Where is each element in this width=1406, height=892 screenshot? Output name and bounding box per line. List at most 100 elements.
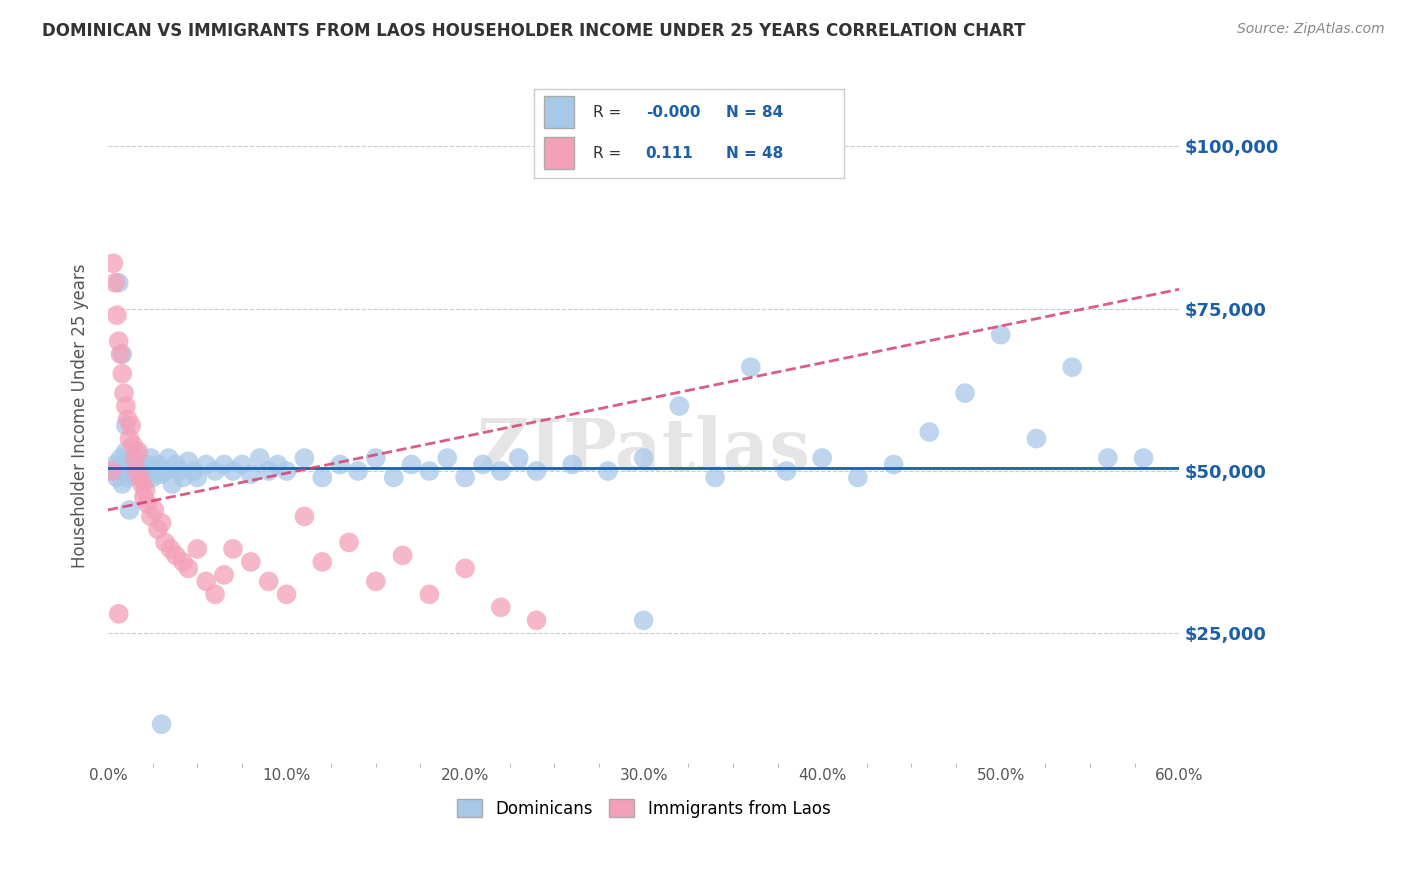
Point xyxy=(311,555,333,569)
Point xyxy=(177,454,200,468)
Point xyxy=(347,464,370,478)
Point xyxy=(276,464,298,478)
Point xyxy=(115,418,138,433)
Point xyxy=(132,490,155,504)
Point xyxy=(418,464,440,478)
Point xyxy=(134,474,156,488)
Point xyxy=(111,367,134,381)
Point xyxy=(292,509,315,524)
Text: Source: ZipAtlas.com: Source: ZipAtlas.com xyxy=(1237,22,1385,37)
Point xyxy=(846,470,869,484)
Point xyxy=(103,256,125,270)
Point xyxy=(107,460,129,475)
Point xyxy=(100,464,122,478)
Point xyxy=(103,464,125,478)
Point xyxy=(112,458,135,472)
Point xyxy=(883,458,905,472)
Point xyxy=(104,276,127,290)
Point xyxy=(136,458,159,472)
Bar xyxy=(544,96,575,128)
Y-axis label: Householder Income Under 25 years: Householder Income Under 25 years xyxy=(72,263,89,568)
Point xyxy=(129,470,152,484)
Point xyxy=(107,334,129,348)
Point xyxy=(120,464,142,478)
Text: R =: R = xyxy=(593,146,626,161)
Point xyxy=(1097,450,1119,465)
Point xyxy=(257,574,280,589)
Point xyxy=(117,470,139,484)
Bar xyxy=(544,137,575,169)
Point xyxy=(204,464,226,478)
Point xyxy=(115,464,138,478)
Legend: Dominicans, Immigrants from Laos: Dominicans, Immigrants from Laos xyxy=(450,793,837,824)
Point xyxy=(138,464,160,478)
Text: ZIPatlas: ZIPatlas xyxy=(477,415,811,486)
Point xyxy=(127,444,149,458)
Point xyxy=(401,458,423,472)
Point xyxy=(125,464,148,478)
Point xyxy=(195,574,218,589)
Point xyxy=(122,438,145,452)
Point xyxy=(183,464,205,478)
Point xyxy=(131,470,153,484)
Point xyxy=(329,458,352,472)
Point xyxy=(162,477,184,491)
Point xyxy=(204,587,226,601)
Text: N = 48: N = 48 xyxy=(725,146,783,161)
Point xyxy=(115,399,138,413)
Point xyxy=(222,464,245,478)
Point xyxy=(110,450,132,465)
Point xyxy=(157,450,180,465)
Point xyxy=(124,450,146,465)
Point xyxy=(668,399,690,413)
Point xyxy=(107,607,129,621)
Point xyxy=(775,464,797,478)
Point xyxy=(292,450,315,465)
Point xyxy=(195,458,218,472)
Point xyxy=(418,587,440,601)
Point xyxy=(153,464,176,478)
Point xyxy=(165,549,187,563)
Point xyxy=(222,541,245,556)
Point xyxy=(120,418,142,433)
Point xyxy=(150,467,173,482)
Point xyxy=(105,308,128,322)
Text: -0.000: -0.000 xyxy=(645,105,700,120)
Point xyxy=(990,327,1012,342)
Point xyxy=(508,450,530,465)
Point xyxy=(110,347,132,361)
Point xyxy=(704,470,727,484)
Point xyxy=(239,467,262,482)
Point xyxy=(489,600,512,615)
Point xyxy=(146,523,169,537)
Point xyxy=(105,470,128,484)
Point xyxy=(172,555,194,569)
Point xyxy=(337,535,360,549)
Point xyxy=(169,464,191,478)
Point xyxy=(142,470,165,484)
Point xyxy=(134,483,156,498)
Text: 0.111: 0.111 xyxy=(645,146,693,161)
Point xyxy=(129,458,152,472)
Point xyxy=(118,454,141,468)
Point xyxy=(918,425,941,439)
Point xyxy=(561,458,583,472)
Point xyxy=(150,516,173,530)
Point xyxy=(212,567,235,582)
Point xyxy=(740,360,762,375)
Point xyxy=(112,386,135,401)
Point xyxy=(150,717,173,731)
Point xyxy=(953,386,976,401)
Point xyxy=(115,444,138,458)
Point xyxy=(276,587,298,601)
Point xyxy=(111,347,134,361)
Point xyxy=(127,448,149,462)
Point xyxy=(257,464,280,478)
Point xyxy=(1132,450,1154,465)
Point xyxy=(436,450,458,465)
Point xyxy=(526,613,548,627)
Point xyxy=(125,464,148,478)
Point xyxy=(249,450,271,465)
Point xyxy=(633,450,655,465)
Point xyxy=(107,276,129,290)
